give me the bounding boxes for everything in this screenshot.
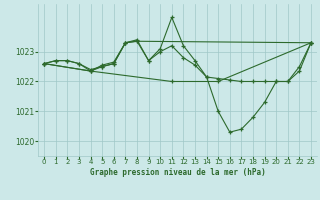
X-axis label: Graphe pression niveau de la mer (hPa): Graphe pression niveau de la mer (hPa): [90, 168, 266, 177]
